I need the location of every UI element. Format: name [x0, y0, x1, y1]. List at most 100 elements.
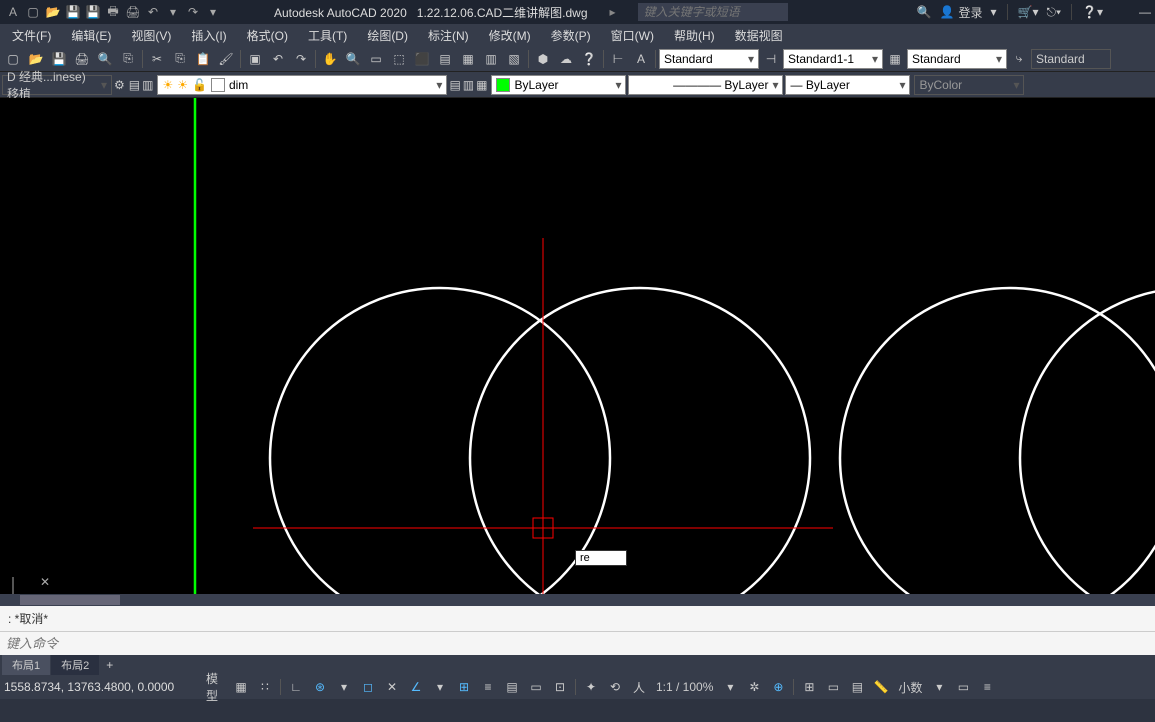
login-button[interactable]: 👤 登录: [940, 4, 983, 21]
menu-param[interactable]: 参数(P): [543, 25, 599, 46]
dim-icon[interactable]: ⊢: [607, 48, 629, 70]
pan-icon[interactable]: ✋: [319, 48, 341, 70]
chevron-down-icon[interactable]: ▾: [204, 3, 222, 21]
workspace-dropdown[interactable]: D 经典...inese) 移植▾: [2, 75, 112, 95]
mleaderstyle-dropdown[interactable]: Standard: [1031, 49, 1111, 69]
tool2-icon[interactable]: ⬛: [411, 48, 433, 70]
ws-icon[interactable]: ⊞: [798, 677, 820, 697]
save-icon[interactable]: 💾: [48, 48, 70, 70]
iso-icon[interactable]: ▾: [333, 677, 355, 697]
anno2-icon[interactable]: ⟲: [604, 677, 626, 697]
text-icon[interactable]: A: [630, 48, 652, 70]
mleader-icon[interactable]: ⤷: [1008, 48, 1030, 70]
publish-icon[interactable]: ⎘: [117, 48, 139, 70]
help-icon[interactable]: ❔▾: [1082, 5, 1103, 19]
menu-insert[interactable]: 插入(I): [183, 25, 234, 46]
textstyle-dropdown[interactable]: Standard▾: [659, 49, 759, 69]
command-input[interactable]: [4, 634, 1151, 653]
layers3-icon[interactable]: ▦: [476, 78, 487, 92]
new-icon[interactable]: ▢: [2, 48, 24, 70]
menu-view[interactable]: 视图(V): [123, 25, 179, 46]
new-icon[interactable]: ▢: [24, 3, 42, 21]
app-icon[interactable]: A: [4, 3, 22, 21]
print-icon[interactable]: 🖨: [71, 48, 93, 70]
render-icon[interactable]: ⬢: [532, 48, 554, 70]
copy-icon[interactable]: ⎘: [169, 48, 191, 70]
osnap-icon[interactable]: ◻: [357, 677, 379, 697]
table-icon[interactable]: ▦: [884, 48, 906, 70]
print-icon[interactable]: 🖨: [124, 3, 142, 21]
share-icon[interactable]: ⎋▾: [1046, 5, 1061, 20]
units-icon[interactable]: 📏: [870, 677, 892, 697]
save-icon[interactable]: 💾: [64, 3, 82, 21]
menu-dataview[interactable]: 数据视图: [727, 25, 791, 46]
menu-draw[interactable]: 绘图(D): [359, 25, 416, 46]
ann-icon[interactable]: ▤: [846, 677, 868, 697]
gear-icon[interactable]: ⚙: [114, 78, 125, 92]
block-icon[interactable]: ▣: [244, 48, 266, 70]
layer-state-icon[interactable]: ▥: [142, 78, 153, 92]
model-button[interactable]: 模型: [206, 677, 228, 697]
zoom-icon[interactable]: 🔍: [342, 48, 364, 70]
open-icon[interactable]: 📂: [25, 48, 47, 70]
tpy-icon[interactable]: ▤: [501, 677, 523, 697]
scale-display[interactable]: 1:1 / 100%: [652, 677, 717, 697]
cart-icon[interactable]: 🛒▾: [1018, 5, 1039, 19]
qp-icon[interactable]: ▭: [525, 677, 547, 697]
chevron-down-icon[interactable]: ▾: [990, 5, 996, 19]
ducs-icon[interactable]: ▾: [429, 677, 451, 697]
rect-icon[interactable]: ▭: [365, 48, 387, 70]
plot-icon[interactable]: 🖶: [104, 3, 122, 21]
lwt-icon[interactable]: ≡: [477, 677, 499, 697]
chevron-down-icon[interactable]: ▾: [164, 3, 182, 21]
layer-dropdown[interactable]: ☀☀🔓 dim▾: [157, 75, 447, 95]
tab-layout2[interactable]: 布局2: [51, 655, 99, 675]
anno-icon[interactable]: ✦: [580, 677, 602, 697]
calc-icon[interactable]: ▧: [503, 48, 525, 70]
scrollbar-horizontal[interactable]: [0, 594, 1155, 606]
menu-edit[interactable]: 编辑(E): [63, 25, 119, 46]
redo-icon[interactable]: ↷: [184, 3, 202, 21]
sheet-icon[interactable]: ▦: [457, 48, 479, 70]
open-icon[interactable]: 📂: [44, 3, 62, 21]
dynamic-input[interactable]: [575, 550, 627, 566]
color-dropdown[interactable]: ByLayer▾: [491, 75, 626, 95]
match-icon[interactable]: 🖌: [215, 48, 237, 70]
add-tab-button[interactable]: +: [100, 658, 119, 672]
tool1-icon[interactable]: ⬚: [388, 48, 410, 70]
preview-icon[interactable]: 🔍: [94, 48, 116, 70]
dyn-icon[interactable]: ⊞: [453, 677, 475, 697]
cloud-icon[interactable]: ☁: [555, 48, 577, 70]
help2-icon[interactable]: ❔: [578, 48, 600, 70]
linetype-dropdown[interactable]: ———— ByLayer▾: [628, 75, 783, 95]
menu-tools[interactable]: 工具(T): [300, 25, 355, 46]
otrack-icon[interactable]: ∠: [405, 677, 427, 697]
lineweight-dropdown[interactable]: — ByLayer▾: [785, 75, 910, 95]
saveas-icon[interactable]: 💾: [84, 3, 102, 21]
snap-icon[interactable]: ∷: [254, 677, 276, 697]
nav-icon[interactable]: ⊕: [767, 677, 789, 697]
sc-icon[interactable]: ⊡: [549, 677, 571, 697]
scale2-icon[interactable]: ▾: [719, 677, 741, 697]
tab-layout1[interactable]: 布局1: [2, 655, 50, 675]
monitor-icon[interactable]: ▭: [822, 677, 844, 697]
cut-icon[interactable]: ✂: [146, 48, 168, 70]
undo-icon[interactable]: ↶: [267, 48, 289, 70]
menu-help[interactable]: 帮助(H): [666, 25, 723, 46]
3dosnap-icon[interactable]: ✕: [381, 677, 403, 697]
drawing-canvas[interactable]: ✕: [0, 98, 1155, 594]
redo-icon[interactable]: ↷: [290, 48, 312, 70]
minimize-icon[interactable]: —: [1139, 5, 1151, 19]
palette-icon[interactable]: ▥: [480, 48, 502, 70]
menu-modify[interactable]: 修改(M): [481, 25, 539, 46]
ui-icon[interactable]: ▾: [928, 677, 950, 697]
layer-mgr-icon[interactable]: ▤: [129, 78, 140, 92]
plotcolor-dropdown[interactable]: ByColor▾: [914, 75, 1024, 95]
layers1-icon[interactable]: ▤: [449, 78, 460, 92]
undo-icon[interactable]: ↶: [144, 3, 162, 21]
props-icon[interactable]: ▤: [434, 48, 456, 70]
anno3-icon[interactable]: 人: [628, 677, 650, 697]
tablestyle-dropdown[interactable]: Standard▾: [907, 49, 1007, 69]
ortho-icon[interactable]: ∟: [285, 677, 307, 697]
units-display[interactable]: 小数: [894, 677, 926, 697]
